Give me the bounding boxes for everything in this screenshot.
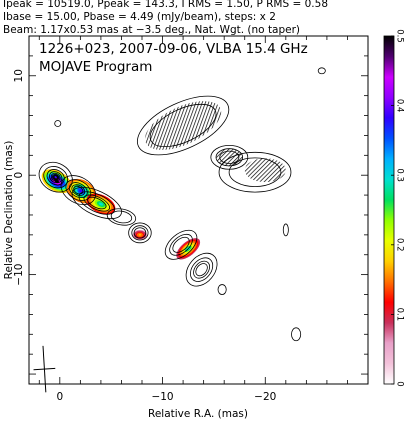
intensity-contour <box>50 172 61 182</box>
intensity-contour <box>317 67 326 75</box>
header-line-1: Ipeak = 10519.0, Ppeak = 143.3, I RMS = … <box>3 0 328 10</box>
intensity-contour <box>215 148 244 167</box>
intensity-contour <box>106 208 137 226</box>
y-tick-label: −10 <box>13 264 25 286</box>
contour-group <box>317 67 326 75</box>
colorbar-tick-label: 0.1 <box>395 308 405 322</box>
colorbar-ticks: 0 0.1 0.2 0.3 0.4 0.5 <box>391 29 405 387</box>
intensity-contour <box>282 223 289 237</box>
intensity-contour <box>133 227 147 239</box>
intensity-contour <box>193 260 211 279</box>
contour-group <box>282 223 289 237</box>
contour-group <box>185 252 218 287</box>
intensity-contour <box>185 252 218 287</box>
colorbar-tick-label: 0.2 <box>395 238 405 252</box>
beam-minor-axis <box>33 367 56 371</box>
colorbar-tick-label: 0.3 <box>395 168 405 182</box>
intensity-contour <box>49 171 63 184</box>
intensity-contour <box>52 173 60 181</box>
intensity-contour <box>217 284 227 295</box>
contour-group <box>291 327 302 342</box>
intensity-contour <box>71 184 86 196</box>
intensity-contour <box>164 229 198 260</box>
intensity-contour <box>71 187 122 220</box>
intensity-contour <box>195 263 208 277</box>
intensity-contour <box>291 327 302 342</box>
y-tick-label: 10 <box>13 69 25 82</box>
intensity-contour <box>228 157 282 187</box>
intensity-contour <box>60 175 96 206</box>
intensity-contour <box>54 120 62 127</box>
contour-group <box>71 187 122 220</box>
intensity-contour <box>190 257 214 282</box>
intensity-contour <box>52 174 59 180</box>
colorbar-tick-label: 0.5 <box>395 29 405 43</box>
intensity-contour <box>169 233 193 256</box>
contour-group <box>54 120 62 127</box>
intensity-contour <box>149 103 217 148</box>
y-tick-label: 0 <box>13 172 25 179</box>
y-axis-label: Relative Declination (mas) <box>3 141 15 280</box>
hatched-polarization-region <box>145 101 222 150</box>
intensity-contour <box>65 179 92 201</box>
beam-layer <box>33 345 56 393</box>
contour-group <box>218 151 292 193</box>
header-line-3: Beam: 1.17x0.53 mas at −3.5 deg., Nat. W… <box>3 24 300 36</box>
intensity-contour <box>172 236 190 253</box>
hatched-polarization-region <box>244 158 286 183</box>
intensity-contour <box>53 175 58 180</box>
intensity-contour <box>110 210 133 224</box>
intensity-contour <box>78 191 116 215</box>
intensity-contour <box>131 225 149 241</box>
polarized-level <box>138 234 141 236</box>
tick-layer: 0 −10 −20 10 0 −10 <box>13 35 369 403</box>
intensity-contour <box>83 194 111 212</box>
x-tick-label: 0 <box>56 391 63 403</box>
colorbar-tick-label: 0.4 <box>395 99 405 113</box>
map-layer <box>38 67 326 342</box>
intensity-contour <box>87 196 107 210</box>
x-axis-label: Relative R.A. (mas) <box>148 408 248 420</box>
header-line-2: Ibase = 15.00, Pbase = 4.49 (mJy/beam), … <box>3 11 276 23</box>
polarized-level <box>98 202 103 206</box>
contour-group <box>128 222 152 244</box>
colorbar-tick-label: 0 <box>395 381 405 386</box>
header-info: Ipeak = 10519.0, Ppeak = 143.3, I RMS = … <box>3 0 328 36</box>
chart-subtitle: MOJAVE Program <box>39 59 152 75</box>
chart-title: 1226+023, 2007-09-06, VLBA 15.4 GHz <box>39 41 308 57</box>
x-tick-label: −10 <box>151 391 173 403</box>
contour-group <box>217 284 227 295</box>
colorbar <box>383 35 395 385</box>
contour-group <box>164 229 198 260</box>
plot-frame <box>28 35 369 385</box>
x-tick-label: −20 <box>254 391 276 403</box>
intensity-contour <box>218 151 292 193</box>
intensity-contour <box>46 169 65 186</box>
contour-group <box>106 208 137 226</box>
intensity-contour <box>38 161 73 193</box>
intensity-contour <box>219 150 240 164</box>
intensity-contour <box>128 222 152 244</box>
